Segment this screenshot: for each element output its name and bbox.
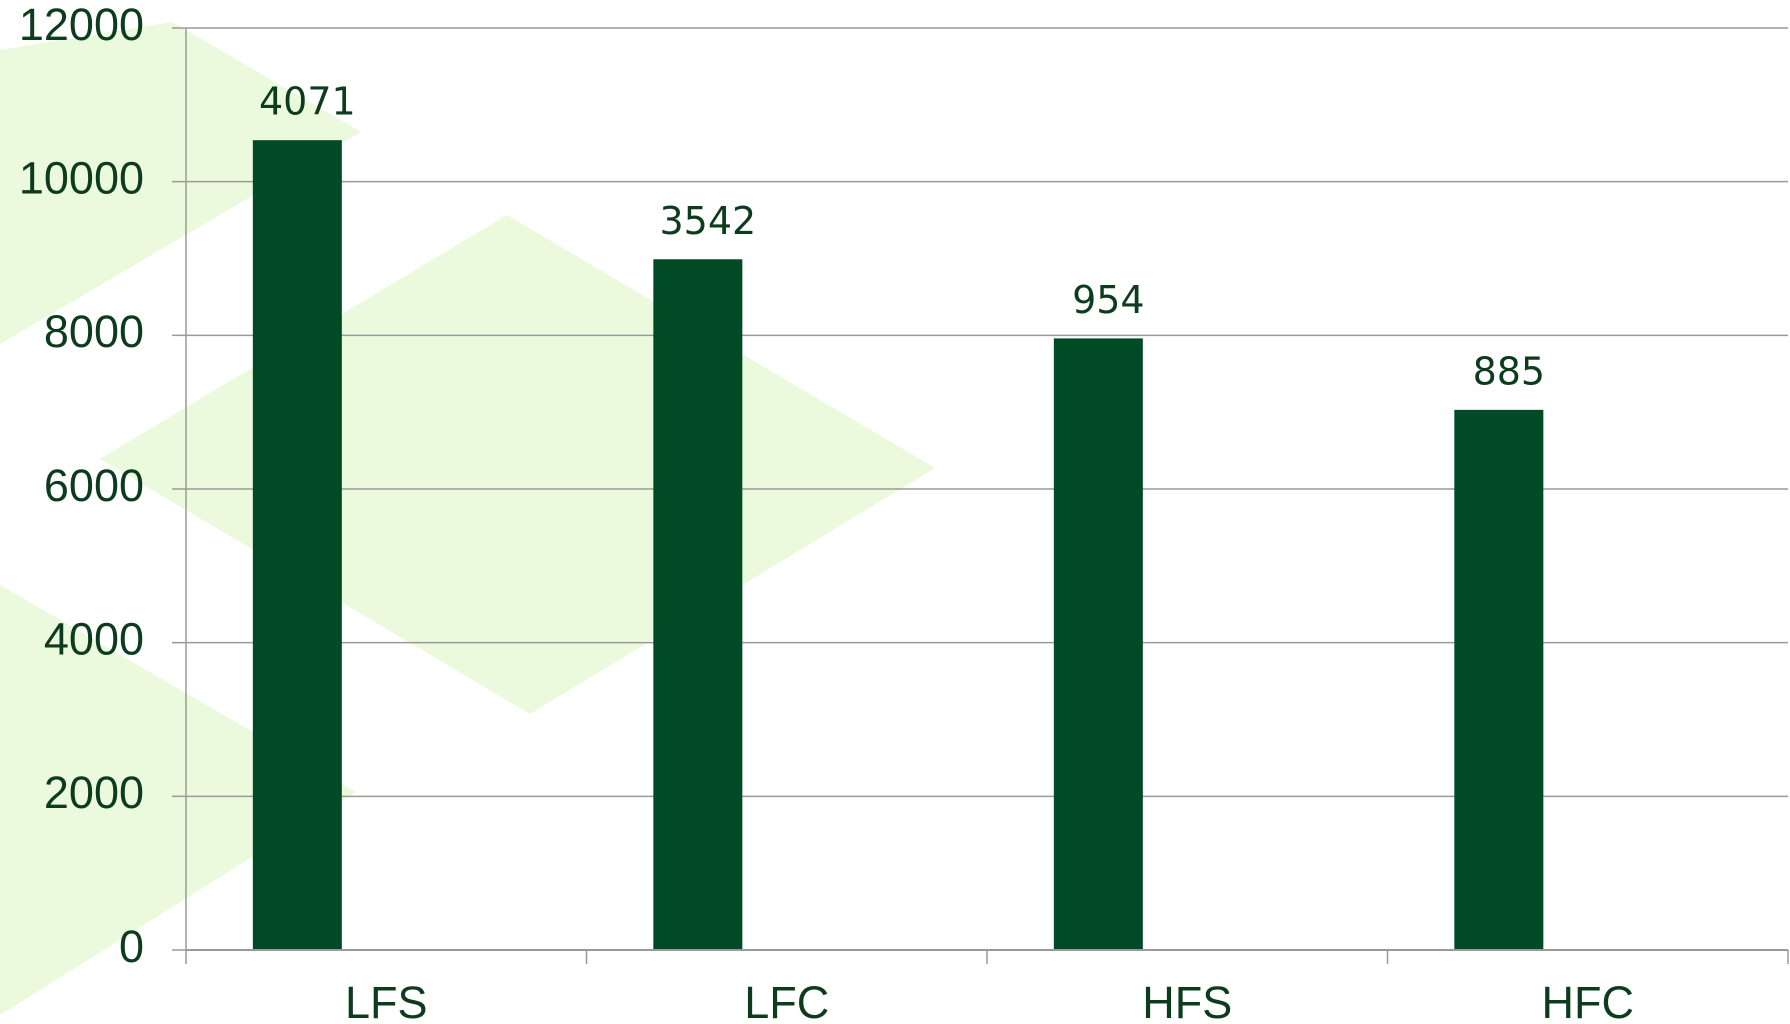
bar <box>252 140 342 951</box>
y-tick-label: 8000 <box>44 306 144 357</box>
annotation: 885 <box>1473 349 1546 393</box>
x-tick-label: LFC <box>744 977 829 1024</box>
bar <box>1454 409 1544 950</box>
y-tick-label: 12000 <box>19 0 144 50</box>
decor-shape <box>100 215 935 714</box>
y-tick-label: 4000 <box>44 614 144 665</box>
decor-shape <box>0 585 356 1015</box>
x-tick-label: HFC <box>1542 977 1634 1024</box>
y-tick-label: 10000 <box>19 153 144 204</box>
x-tick-label: HFS <box>1142 977 1232 1024</box>
bar <box>1053 338 1143 950</box>
annotation: 4071 <box>259 80 356 124</box>
bar <box>653 259 743 951</box>
y-tick-label: 2000 <box>44 767 144 818</box>
y-tick-label: 6000 <box>44 460 144 511</box>
annotation: 954 <box>1072 278 1145 322</box>
decor-shape <box>0 22 361 344</box>
y-tick-label: 0 <box>119 921 144 972</box>
annotation: 3542 <box>659 199 756 243</box>
x-tick-label: LFS <box>345 977 428 1024</box>
